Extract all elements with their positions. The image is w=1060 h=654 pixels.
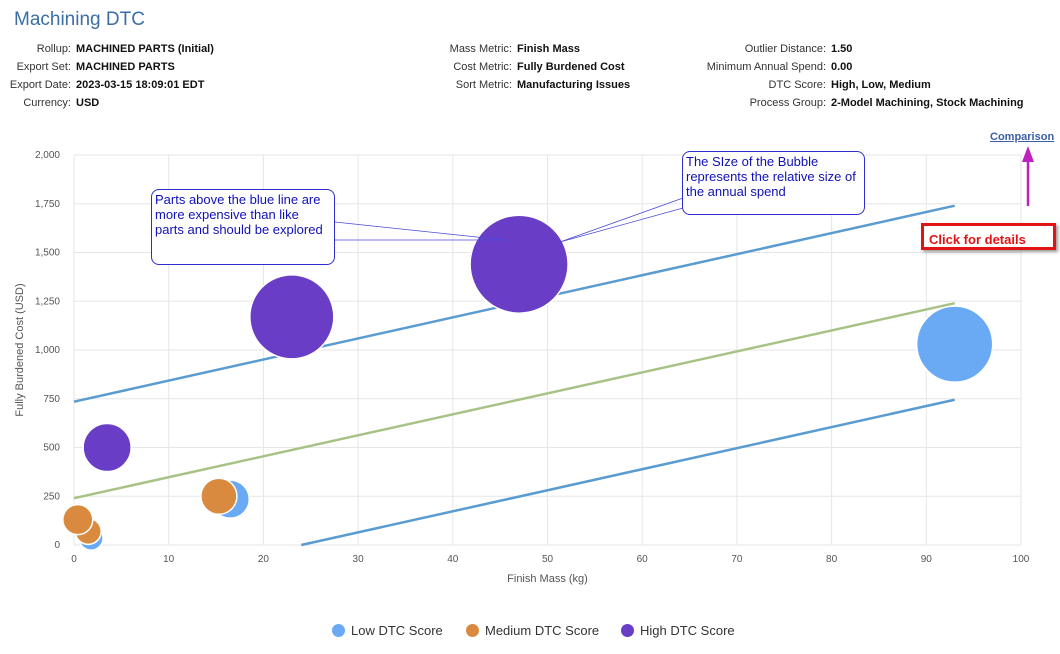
x-tick-label: 70 [731, 554, 743, 565]
meta-row: Rollup: MACHINED PARTS (Initial) [0, 40, 214, 58]
y-tick-label: 0 [54, 540, 60, 551]
meta-label: DTC Score: [768, 79, 826, 91]
legend-item-high[interactable]: High DTC Score [621, 623, 735, 638]
meta-value: 2023-03-15 18:09:01 EDT [76, 79, 205, 91]
meta-row: Export Set: MACHINED PARTS [0, 58, 214, 76]
meta-label: Mass Metric: [449, 43, 512, 55]
y-tick-label: 750 [43, 394, 60, 405]
x-tick-label: 30 [353, 554, 365, 565]
meta-label: Currency: [23, 97, 71, 109]
y-tick-label: 250 [43, 491, 60, 502]
meta-value: 2-Model Machining, Stock Machining [831, 97, 1024, 109]
high-dtc-bubble [82, 422, 132, 473]
y-tick-label: 1,750 [35, 199, 60, 210]
meta-value: MACHINED PARTS (Initial) [76, 43, 214, 55]
x-tick-label: 90 [921, 554, 933, 565]
meta-label: Process Group: [749, 97, 826, 109]
meta-value: High, Low, Medium [831, 79, 931, 91]
legend-item-medium[interactable]: Medium DTC Score [466, 623, 599, 638]
meta-row: Export Date: 2023-03-15 18:09:01 EDT [0, 76, 214, 94]
click-for-details-button[interactable]: Click for details [921, 223, 1056, 250]
meta-row: Sort Metric: Manufacturing Issues [380, 76, 630, 94]
x-tick-label: 60 [637, 554, 649, 565]
legend-label: High DTC Score [640, 623, 735, 638]
legend-label: Medium DTC Score [485, 623, 600, 638]
y-tick-label: 1,250 [35, 296, 60, 307]
high-dtc-bubble [249, 274, 335, 360]
callout-pointer [559, 207, 684, 243]
legend-label: Low DTC Score [351, 623, 443, 638]
callout-pointer [334, 221, 506, 241]
meta-value: Manufacturing Issues [517, 79, 631, 91]
trend-line-reference [73, 301, 955, 500]
y-axis-title: Fully Burdened Cost (USD) [14, 283, 26, 416]
callout-pointer [559, 197, 684, 243]
meta-label: Export Set: [16, 61, 71, 73]
blue-line-callout: Parts above the blue line are more expen… [151, 189, 335, 265]
meta-row: Cost Metric: Fully Burdened Cost [380, 58, 630, 76]
y-tick-label: 1,000 [35, 345, 60, 356]
high-dtc-bubble [469, 214, 569, 314]
meta-value: Finish Mass [517, 43, 580, 55]
low-dtc-bubble [915, 305, 994, 383]
medium-dtc-bubble [62, 503, 94, 536]
x-tick-label: 50 [542, 554, 554, 565]
legend-dot-icon [332, 624, 345, 637]
meta-label: Cost Metric: [453, 61, 512, 73]
y-tick-label: 2,000 [35, 150, 60, 161]
arrow-head-icon [1022, 146, 1034, 162]
meta-value: 1.50 [831, 43, 853, 55]
meta-label: Sort Metric: [455, 79, 512, 91]
meta-row: DTC Score: High, Low, Medium [640, 76, 1024, 94]
medium-dtc-bubble [200, 477, 238, 515]
comparison-link[interactable]: Comparison [990, 131, 1055, 143]
y-tick-label: 500 [43, 443, 60, 454]
x-tick-label: 80 [826, 554, 838, 565]
x-axis-title: Finish Mass (kg) [507, 573, 588, 585]
meta-label: Minimum Annual Spend: [706, 61, 826, 73]
meta-column-1: Rollup: MACHINED PARTS (Initial) Export Se… [0, 40, 214, 112]
meta-row: Currency: USD [0, 94, 214, 112]
page-title: Machining DTC [14, 9, 145, 30]
y-tick-label: 1,500 [35, 248, 60, 259]
x-tick-label: 20 [258, 554, 270, 565]
legend-dot-icon [466, 624, 479, 637]
legend-dot-icon [621, 624, 634, 637]
lower-line-reference [301, 398, 955, 547]
x-tick-label: 0 [71, 554, 77, 565]
meta-value: Fully Burdened Cost [517, 61, 625, 73]
legend-item-low[interactable]: Low DTC Score [332, 623, 443, 638]
chart-legend: Low DTC Score Medium DTC Score High DTC Sc… [0, 623, 1060, 643]
meta-row: Process Group: 2-Model Machining, Stock M… [640, 94, 1024, 112]
meta-row: Minimum Annual Spend: 0.00 [640, 58, 1024, 76]
meta-column-2: Mass Metric: Finish Mass Cost Metric: Fully… [380, 40, 630, 94]
meta-label: Outlier Distance: [744, 43, 826, 55]
meta-label: Export Date: [9, 79, 71, 91]
meta-row: Outlier Distance: 1.50 [640, 40, 1024, 58]
meta-column-3: Outlier Distance: 1.50 Minimum Annual Spen… [640, 40, 1024, 112]
meta-row: Mass Metric: Finish Mass [380, 40, 630, 58]
bubble-size-callout: The SIze of the Bubble represents the re… [682, 151, 865, 215]
x-tick-label: 10 [163, 554, 175, 565]
x-tick-label: 100 [1013, 554, 1030, 565]
meta-value: MACHINED PARTS [76, 61, 175, 73]
meta-label: Rollup: [36, 43, 71, 55]
x-tick-label: 40 [447, 554, 459, 565]
meta-value: USD [76, 97, 100, 109]
meta-value: 0.00 [831, 61, 853, 73]
